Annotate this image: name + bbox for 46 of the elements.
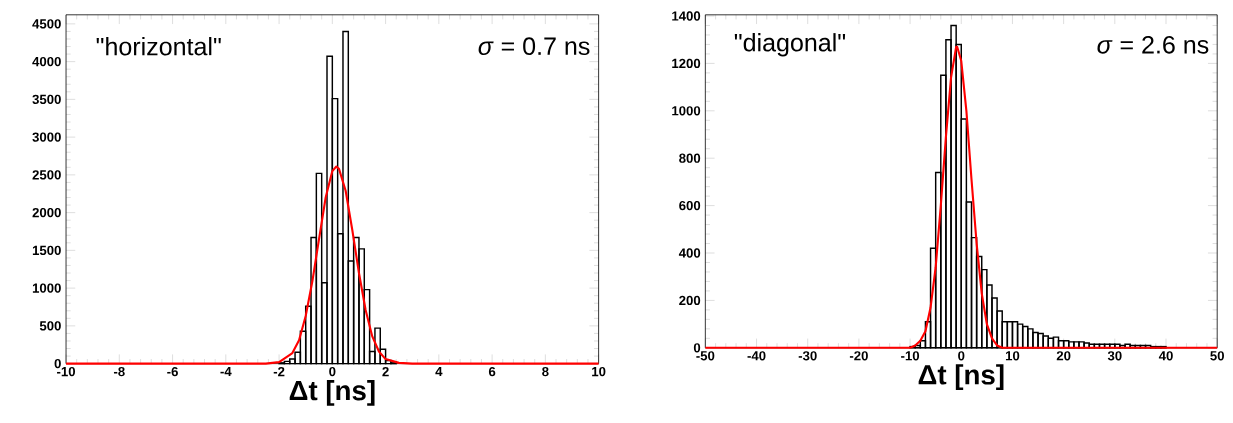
x-axis-title: Δt [ns] [918,364,1004,391]
x-axis-title: Δt [ns] [289,380,375,406]
y-tick-label: 1200 [672,58,701,69]
x-tick-label: 40 [1158,351,1173,361]
x-tick-label: -40 [747,351,766,361]
y-tick-label: 1000 [672,106,701,116]
x-tick-label: -30 [798,351,817,361]
x-tick-label: 0 [329,367,336,377]
x-tick-label: 30 [1107,351,1122,361]
y-tick-label: 2500 [32,170,61,180]
x-tick-label: 50 [1210,351,1224,361]
x-tick-label: -20 [849,351,868,361]
x-tick-label: 20 [1056,351,1071,361]
y-tick-label: 0 [693,343,701,353]
y-tick-label: 4000 [32,57,61,67]
annotation: σ = 2.6 ns [1097,35,1209,54]
x-tick-label: -6 [167,367,178,377]
y-tick-label: 600 [679,200,701,211]
x-tick-label: 2 [382,367,389,377]
y-tick-label: 500 [39,321,61,331]
y-tick-label: 0 [54,359,61,369]
x-tick-label: 0 [958,351,965,361]
annotation: "horizontal" [96,37,221,56]
x-tick-label: -4 [220,367,232,377]
y-tick-label: 3500 [32,94,61,105]
x-tick-label: 10 [1005,351,1020,361]
y-tick-label: 4500 [32,19,61,29]
x-tick-label: 10 [592,367,606,377]
y-tick-label: 2000 [32,208,61,218]
annotation: σ = 0.7 ns [478,37,590,56]
y-tick-label: 1000 [32,283,61,293]
y-tick-label: 200 [679,295,701,306]
y-tick-label: 800 [679,153,701,163]
x-tick-label: 8 [542,367,549,377]
x-tick-label: -2 [273,367,285,377]
x-tick-label: -10 [57,367,76,377]
x-tick-label: -50 [696,351,715,361]
y-tick-label: 3000 [32,132,61,142]
y-tick-label: 1500 [32,245,61,256]
annotation: "diagonal" [734,33,846,57]
y-tick-label: 400 [678,248,701,258]
x-tick-label: -10 [901,351,920,361]
x-tick-label: -8 [113,367,125,377]
x-tick-label: 6 [488,367,496,377]
x-tick-label: 4 [435,367,443,377]
y-tick-label: 1400 [672,11,701,21]
